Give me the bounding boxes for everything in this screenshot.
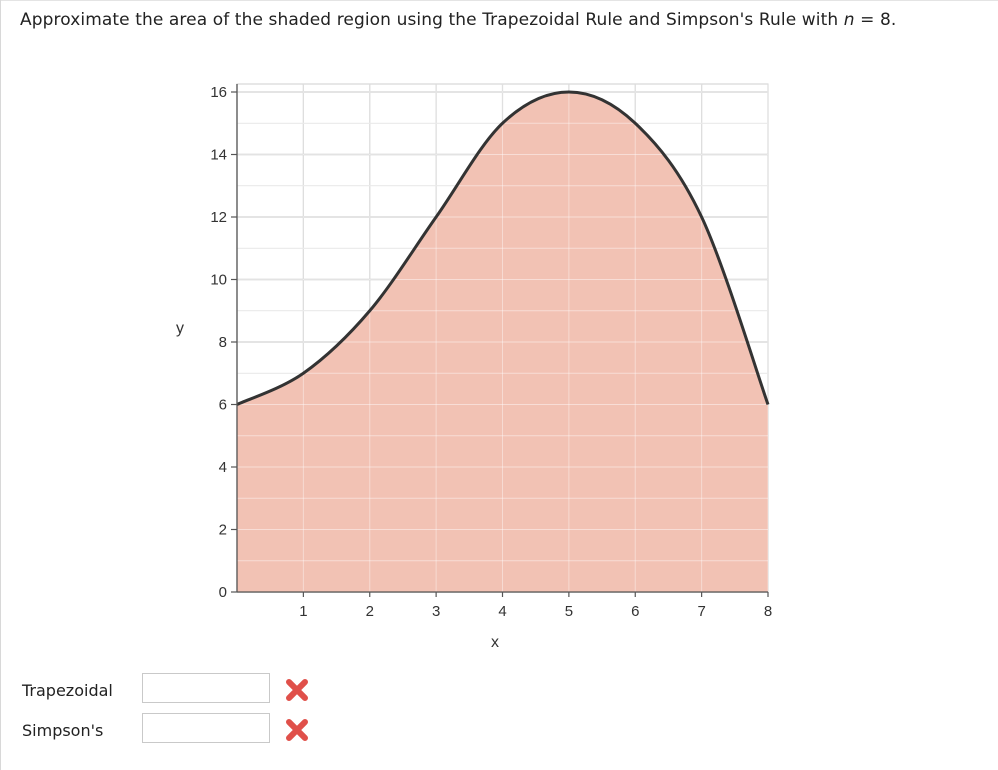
frame-top-border <box>0 0 998 1</box>
function-curve <box>236 90 770 406</box>
frame-left-border <box>0 0 1 770</box>
x-tick-labels: 1 2 3 4 5 6 7 8 <box>299 592 772 620</box>
x-tick-label: 7 <box>697 603 705 620</box>
y-tick-label: 10 <box>210 272 227 289</box>
question-variable: n <box>843 10 855 30</box>
x-mark-icon <box>286 679 308 701</box>
y-tick-label: 6 <box>219 397 227 414</box>
simpsons-label: Simpson's <box>22 721 104 740</box>
y-tick-labels: 0 2 4 6 8 10 12 14 16 <box>210 84 237 601</box>
y-tick-label: 14 <box>210 147 227 164</box>
question-suffix: = 8. <box>854 10 897 30</box>
x-tick-label: 8 <box>764 603 772 620</box>
question-prefix: Approximate the area of the shaded regio… <box>20 10 844 30</box>
simpsons-input[interactable] <box>142 713 270 743</box>
trapezoidal-label: Trapezoidal <box>22 681 113 700</box>
shaded-region <box>237 92 768 592</box>
x-tick-label: 6 <box>631 603 639 620</box>
y-tick-label: 4 <box>219 459 227 476</box>
y-tick-label: 8 <box>219 334 227 351</box>
trapezoidal-input[interactable] <box>142 673 270 703</box>
y-tick-label: 2 <box>219 522 227 539</box>
x-mark-icon <box>286 719 308 741</box>
y-tick-label: 12 <box>210 209 227 226</box>
x-tick-label: 5 <box>565 603 573 620</box>
y-axis-label: y <box>176 320 184 337</box>
y-tick-label: 0 <box>219 584 227 601</box>
x-tick-label: 3 <box>432 603 440 620</box>
y-tick-label: 16 <box>210 84 227 101</box>
x-axis-label: x <box>491 634 499 651</box>
x-tick-label: 1 <box>299 603 307 620</box>
x-tick-label: 2 <box>366 603 374 620</box>
question-text: Approximate the area of the shaded regio… <box>20 10 896 30</box>
x-tick-label: 4 <box>498 603 506 620</box>
